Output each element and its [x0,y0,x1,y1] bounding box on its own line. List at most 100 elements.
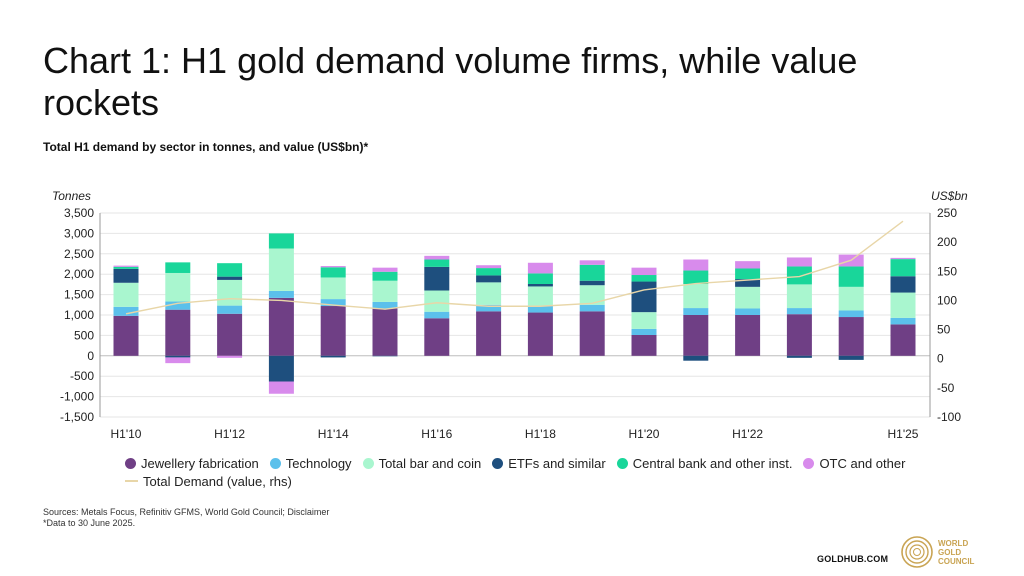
bar-technology [579,304,605,312]
bar-otc [631,267,657,276]
x-tick-label: H1'22 [732,427,763,441]
bar-cb [268,233,294,249]
bar-cb [527,273,553,284]
logo-wordmark: WORLD GOLD COUNCIL [938,539,998,566]
bar-technology [890,317,916,325]
bar-otc [890,257,916,260]
sources-note: Sources: Metals Focus, Refinitiv GFMS, W… [43,507,329,529]
bar-jewellery [424,318,450,356]
axes: -1,500-1,000-50005001,0001,5002,0002,500… [52,189,968,441]
bar-cb [838,266,864,287]
bar-barcoin [786,284,812,309]
bar-jewellery [579,311,605,356]
legend: Jewellery fabrication Technology Total bar… [125,454,945,490]
bar-otc [320,266,346,268]
legend-label: Jewellery fabrication [141,455,259,471]
legend-label: Technology [285,455,352,471]
footnote-text: *Data to 30 June 2025. [43,518,136,528]
bar-otc [372,267,398,272]
bar-cb [476,268,502,276]
logo-line: GOLD [938,547,962,557]
logo-line: WORLD [938,538,969,548]
bar-etf [320,355,346,358]
bar-jewellery [786,314,812,356]
bar-jewellery [683,315,709,356]
bar-etf [838,355,864,360]
legend-item-otc: OTC and other [803,456,905,471]
bar-technology [476,304,502,312]
bar-technology [165,301,191,310]
bar-otc [217,355,243,358]
x-tick-label: H1'18 [525,427,556,441]
bar-otc [268,381,294,394]
legend-row: Total Demand (value, rhs) [125,472,945,490]
y-left-tick-label: -500 [70,369,94,383]
bar-etf [113,268,139,283]
legend-label: ETFs and similar [508,455,606,471]
goldhub-link[interactable]: GOLDHUB.COM [817,554,889,564]
x-tick-label: H1'10 [111,427,142,441]
bar-otc [165,357,191,364]
bar-technology [683,308,709,315]
x-tick-label: H1'12 [214,427,245,441]
gold-ring-icon [901,536,933,568]
bar-etf [683,355,709,361]
bars [113,233,916,394]
bar-etf [890,276,916,293]
total-demand-line [125,220,904,315]
bar-otc [786,257,812,267]
bar-jewellery [372,308,398,356]
legend-swatch [492,457,504,469]
bar-jewellery [320,306,346,356]
bar-technology [320,299,346,307]
y-left-tick-label: -1,500 [60,410,94,424]
y-left-tick-label: 3,000 [64,226,94,240]
bar-cb [683,270,709,284]
bar-jewellery [476,311,502,356]
bar-etf [579,280,605,286]
x-tick-label: H1'16 [421,427,452,441]
legend-item-barcoin: Total bar and coin [362,455,482,471]
bar-cb [786,266,812,285]
sources-text: Sources: Metals Focus, Refinitiv GFMS, W… [43,507,330,517]
bar-barcoin [113,282,139,307]
y-left-tick-label: -1,000 [60,390,94,404]
bar-barcoin [372,280,398,302]
bar-technology [838,310,864,318]
bar-jewellery [735,315,761,356]
y-right-tick-label: -50 [937,381,955,395]
legend-item-cb: Central bank and other inst. [616,455,793,471]
x-tick-label: H1'20 [629,427,660,441]
y-left-tick-label: 1,500 [64,288,94,302]
legend-label: Central bank and other inst. [632,455,793,471]
bar-otc [735,261,761,269]
y-right-tick-label: 250 [937,206,957,220]
bar-jewellery [631,334,657,356]
bar-barcoin [165,272,191,302]
bar-barcoin [476,282,502,305]
bar-cb [165,262,191,273]
bar-etf [165,355,191,358]
bar-barcoin [735,286,761,309]
y-left-axis-title: Tonnes [52,189,91,203]
legend-label: Total bar and coin [378,455,482,471]
bar-barcoin [424,290,450,312]
y-right-tick-label: 0 [937,352,944,366]
bar-otc [579,260,605,265]
bar-technology [372,301,398,309]
legend-item-etf: ETFs and similar [492,456,606,471]
bar-etf [424,266,450,291]
y-left-tick-label: 500 [74,328,94,342]
bar-technology [735,308,761,315]
y-left-tick-label: 0 [87,349,94,363]
bar-cb [320,267,346,278]
legend-label: Total Demand (value, rhs) [143,473,292,489]
y-left-tick-label: 3,500 [64,206,94,220]
legend-row: Jewellery fabrication Technology Total bar… [125,454,945,472]
y-right-tick-label: 150 [937,264,957,278]
bar-otc [476,265,502,269]
y-left-tick-label: 2,000 [64,267,94,281]
bar-cb [217,263,243,277]
y-left-tick-label: 1,000 [64,308,94,322]
bar-etf [527,283,553,287]
